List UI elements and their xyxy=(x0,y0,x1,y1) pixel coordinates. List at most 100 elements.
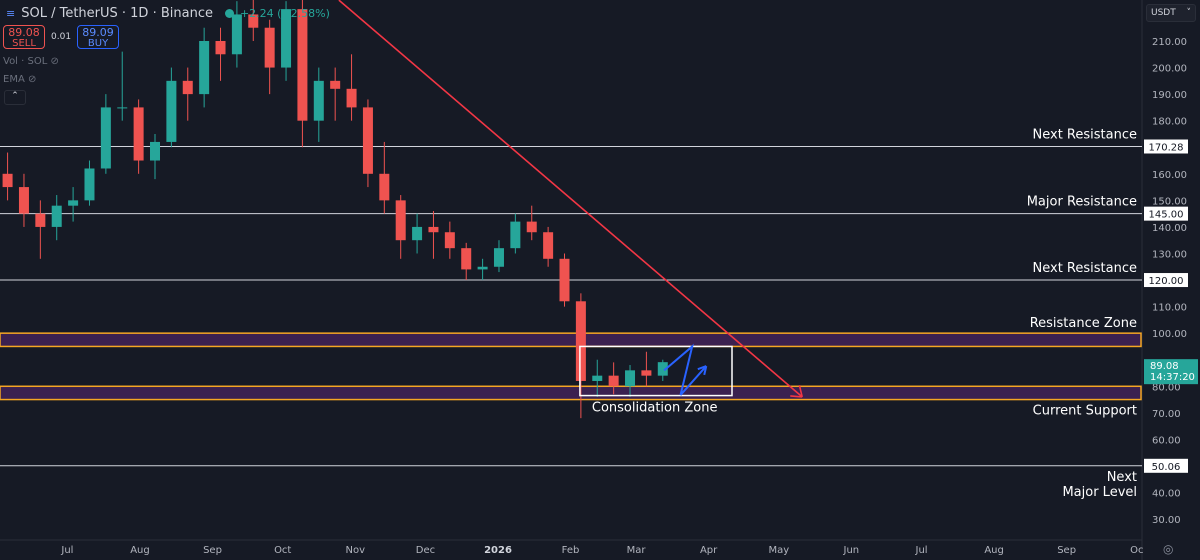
current-price: 89.08 xyxy=(1150,361,1179,372)
x-tick-label: Oc xyxy=(1130,545,1143,556)
indicator-vol[interactable]: Vol · SOL ⊘ xyxy=(3,56,59,67)
x-tick-label: Jul xyxy=(60,545,73,556)
candle-body xyxy=(543,232,554,259)
x-tick-label: Mar xyxy=(627,545,647,556)
y-tick-label: 100.00 xyxy=(1152,329,1187,340)
level-label: Major Resistance xyxy=(1027,195,1137,210)
candle-body xyxy=(133,107,144,161)
candle-body xyxy=(199,41,210,95)
candle-body xyxy=(215,41,226,55)
y-tick-label: 40.00 xyxy=(1152,489,1181,500)
x-tick-label: Sep xyxy=(203,545,222,556)
candle-body xyxy=(412,226,423,241)
buy-price: 89.09 xyxy=(82,26,114,39)
y-tick-label: 140.00 xyxy=(1152,223,1187,234)
level-price-text: 170.28 xyxy=(1149,142,1184,153)
candle-body xyxy=(362,107,373,174)
candle-body xyxy=(510,221,521,249)
candle-body xyxy=(395,200,406,241)
candle-body xyxy=(608,375,619,387)
current-price-tag xyxy=(1144,359,1198,385)
chart-legend: ≡ SOL / TetherUS · 1D · Binance +2.24 (+… xyxy=(6,6,330,21)
candle-body xyxy=(444,232,455,249)
candle-body xyxy=(231,14,242,55)
candle-body xyxy=(657,362,668,376)
settings-eye-icon[interactable]: ◎ xyxy=(1163,542,1174,556)
candle-body xyxy=(35,213,46,227)
y-tick-label: 200.00 xyxy=(1152,64,1187,75)
candle-body xyxy=(379,173,390,201)
x-tick-label: 2026 xyxy=(484,545,512,556)
arrow-head-icon xyxy=(798,385,803,398)
price-change: +2.24 (+2.58%) xyxy=(239,7,330,20)
sell-price: 89.08 xyxy=(8,26,40,39)
y-tick-label: 110.00 xyxy=(1152,303,1187,314)
level-label: Major Level xyxy=(1062,485,1137,500)
level-price-tag xyxy=(1144,273,1188,288)
projection-arrow-icon xyxy=(697,365,707,371)
candle-body xyxy=(248,14,259,28)
x-tick-label: May xyxy=(768,545,789,556)
spread: 0.01 xyxy=(51,32,72,42)
candle-body xyxy=(559,258,570,302)
level-price-text: 50.06 xyxy=(1152,462,1181,473)
candle-body xyxy=(346,88,357,108)
y-tick-label: 160.00 xyxy=(1152,170,1187,181)
level-label: Next xyxy=(1107,470,1137,485)
collapse-button[interactable]: ⌃ xyxy=(4,90,26,105)
x-tick-label: Jun xyxy=(843,545,860,556)
y-tick-label: 180.00 xyxy=(1152,117,1187,128)
level-price-tag xyxy=(1144,458,1188,473)
buy-button[interactable]: 89.09 BUY xyxy=(77,25,120,49)
currency-select[interactable]: USDT ˅ xyxy=(1146,4,1196,22)
candle-body xyxy=(264,27,275,68)
arrow-head-icon xyxy=(790,395,803,398)
x-tick-label: Oct xyxy=(274,545,291,556)
currency-label: USDT xyxy=(1151,8,1176,18)
eye-off-icon[interactable]: ⊘ xyxy=(27,74,37,85)
candle-body xyxy=(641,370,652,376)
level-price-text: 120.00 xyxy=(1149,276,1184,287)
x-tick-label: Aug xyxy=(130,545,150,556)
symbol-title[interactable]: SOL / TetherUS · 1D · Binance xyxy=(21,6,213,21)
indicator-label: EMA xyxy=(3,74,25,85)
candle-body xyxy=(117,107,128,109)
y-tick-label: 190.00 xyxy=(1152,90,1187,101)
eye-off-icon[interactable]: ⊘ xyxy=(50,56,59,67)
zone-rect xyxy=(0,332,1142,348)
level-label: Next Resistance xyxy=(1033,261,1137,276)
trade-panel: 89.08 SELL 0.01 89.09 BUY xyxy=(3,25,120,49)
y-tick-label: 60.00 xyxy=(1152,435,1181,446)
candle-body xyxy=(330,80,341,89)
consolidation-box xyxy=(579,345,733,397)
buy-label: BUY xyxy=(87,38,109,49)
zone-label: Resistance Zone xyxy=(1030,316,1137,331)
projection-path xyxy=(663,343,708,396)
level-label: Next Resistance xyxy=(1033,127,1137,142)
x-tick-label: Sep xyxy=(1057,545,1076,556)
candle-body xyxy=(166,80,177,142)
candle-body xyxy=(182,80,193,95)
market-open-icon xyxy=(224,9,234,18)
indicator-ema[interactable]: EMA ⊘ xyxy=(3,74,36,85)
x-tick-label: Dec xyxy=(416,545,435,556)
sell-button[interactable]: 89.08 SELL xyxy=(3,25,45,49)
y-tick-label: 150.00 xyxy=(1152,196,1187,207)
x-tick-label: Feb xyxy=(562,545,580,556)
consolidation-label: Consolidation Zone xyxy=(592,401,718,416)
y-tick-label: 130.00 xyxy=(1152,249,1187,260)
y-tick-label: 210.00 xyxy=(1152,37,1187,48)
zone-rect xyxy=(0,385,1142,401)
candle-body xyxy=(281,9,292,68)
candle-body xyxy=(526,221,537,233)
candle-body xyxy=(84,168,95,201)
candle-body xyxy=(100,107,111,169)
sell-label: SELL xyxy=(12,38,36,49)
x-tick-label: Apr xyxy=(700,545,718,556)
menu-icon[interactable]: ≡ xyxy=(6,7,16,20)
candle-body xyxy=(68,200,79,206)
x-tick-label: Aug xyxy=(984,545,1004,556)
x-tick-label: Nov xyxy=(345,545,365,556)
candle-body xyxy=(428,226,439,233)
